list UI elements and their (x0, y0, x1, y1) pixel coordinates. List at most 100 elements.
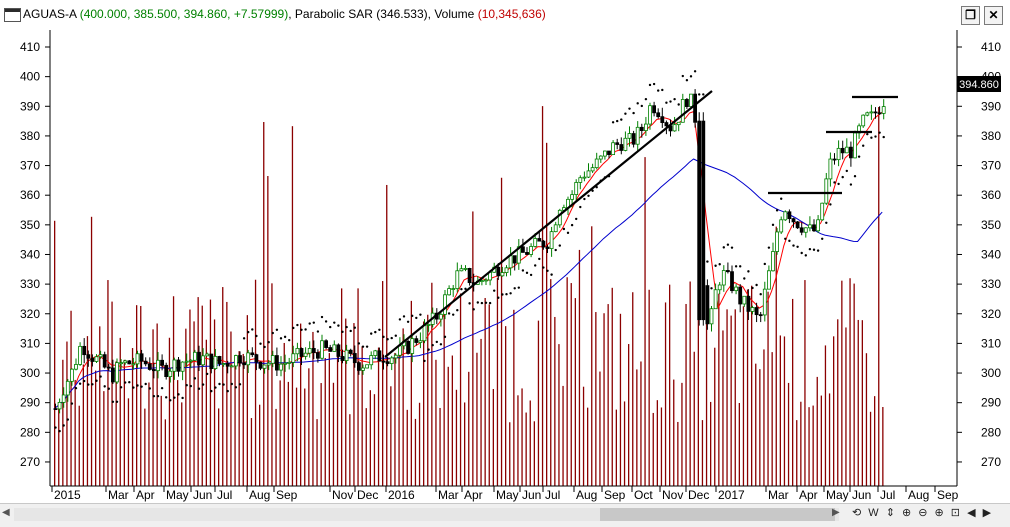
x-tick-label: Jun (852, 488, 871, 502)
candle (742, 295, 747, 307)
sar-dot (87, 383, 90, 386)
candle (713, 283, 718, 310)
volume-bar (546, 142, 548, 486)
candle (877, 106, 882, 115)
volume-bar (525, 412, 527, 486)
volume-bar (869, 411, 872, 486)
x-tick-label: 2016 (388, 488, 415, 502)
volume-bar (521, 388, 523, 486)
sar-dot (279, 337, 283, 340)
volume-bar (95, 370, 97, 486)
volume-bar (792, 298, 794, 486)
x-tick-label: Sep (937, 488, 959, 502)
sar-dot (361, 345, 365, 348)
volume-bar (103, 391, 105, 486)
volume-bar (185, 328, 187, 486)
symbol-label: AGUAS-A (23, 7, 77, 21)
sar-dot (247, 330, 250, 334)
candle (578, 175, 583, 190)
volume-bar (431, 282, 433, 486)
candle (545, 244, 550, 253)
sar-dot (484, 301, 488, 304)
sar-dot (115, 400, 119, 403)
sar-dot (353, 326, 356, 329)
candle (459, 264, 464, 272)
y-tick-label-left: 280 (20, 425, 40, 439)
candle (365, 364, 370, 369)
volume-bar (62, 359, 64, 486)
restore-icon[interactable]: ❐ (961, 6, 980, 25)
trend-line (384, 90, 713, 358)
chart-tools[interactable]: ⟲ W ⇕ ⊕ ⊖ ⊕ ⊡ ◀ ▶ (852, 507, 994, 519)
volume-bar (853, 283, 855, 486)
candle (213, 349, 218, 370)
chart-scrollbar[interactable]: ◀ ▶ ⟲ W ⇕ ⊕ ⊖ ⊕ ⊡ ◀ ▶ (0, 503, 1010, 527)
y-tick-label-left: 320 (20, 307, 40, 321)
volume-bar (800, 401, 802, 486)
sar-dot (324, 320, 328, 323)
candle (783, 210, 788, 221)
candle (287, 357, 292, 370)
candle (619, 137, 624, 155)
price-chart[interactable]: 410 400 390 380 370 360 350 340 330 320 310 300 290 2… (0, 30, 1010, 503)
volume-bar (201, 305, 203, 486)
sar-dot (812, 248, 816, 251)
x-tick-label: Apr (799, 488, 818, 502)
close-icon[interactable]: ✕ (984, 6, 1003, 25)
sar-dot (689, 75, 693, 78)
candle (750, 305, 755, 315)
candle (352, 345, 357, 368)
volume-bar (246, 315, 248, 486)
sar-dot (464, 287, 467, 291)
sar-dot (722, 246, 725, 249)
sar-dot (431, 343, 434, 347)
sar-dot (726, 243, 730, 246)
parabolic-sar (54, 70, 885, 433)
candle (311, 340, 316, 360)
sar-dot (525, 271, 529, 275)
scroll-left-icon[interactable]: ◀ (2, 507, 10, 518)
volume-bar (82, 364, 84, 486)
scroll-right-icon[interactable]: ▶ (832, 507, 840, 518)
sar-dot (804, 254, 807, 257)
scroll-thumb[interactable] (600, 508, 835, 521)
volume-bar (828, 393, 831, 486)
sar-dot (570, 223, 574, 227)
volume-bar (312, 331, 314, 486)
volume-bar (291, 126, 294, 486)
volume-bar (820, 395, 822, 486)
candle (389, 355, 394, 371)
candle (615, 138, 620, 150)
sar-dot (788, 239, 791, 243)
sar-dot (771, 223, 775, 227)
volume-bar (738, 403, 740, 486)
candle (238, 351, 242, 367)
candle (135, 350, 140, 368)
volume-bar (447, 366, 449, 486)
candle (324, 339, 329, 350)
candle (680, 93, 685, 123)
x-tick-label: Dec (357, 488, 378, 502)
sar-dot (124, 381, 127, 384)
candle (721, 265, 726, 292)
candle (849, 141, 853, 167)
volume-bar (213, 319, 216, 486)
x-tick-label: Jun (193, 488, 212, 502)
candle (188, 359, 193, 369)
sar-dot (546, 269, 549, 272)
y-axis-right: 4104003903803703603503403303203103002902… (957, 40, 1001, 469)
y-tick-label-left: 360 (20, 188, 40, 202)
sar-dot (755, 283, 758, 287)
volume-bar (172, 296, 175, 486)
volume-bar (131, 348, 134, 486)
sar-dot (792, 244, 795, 247)
volume-bar (628, 344, 630, 486)
volume-bar (865, 353, 868, 486)
volume-bar (209, 299, 212, 486)
sar-dot (423, 359, 426, 363)
sar-dot (509, 292, 512, 295)
sar-dot (558, 244, 561, 247)
volume-bar (488, 304, 490, 486)
candle (676, 121, 681, 132)
sar-dot (488, 301, 492, 305)
